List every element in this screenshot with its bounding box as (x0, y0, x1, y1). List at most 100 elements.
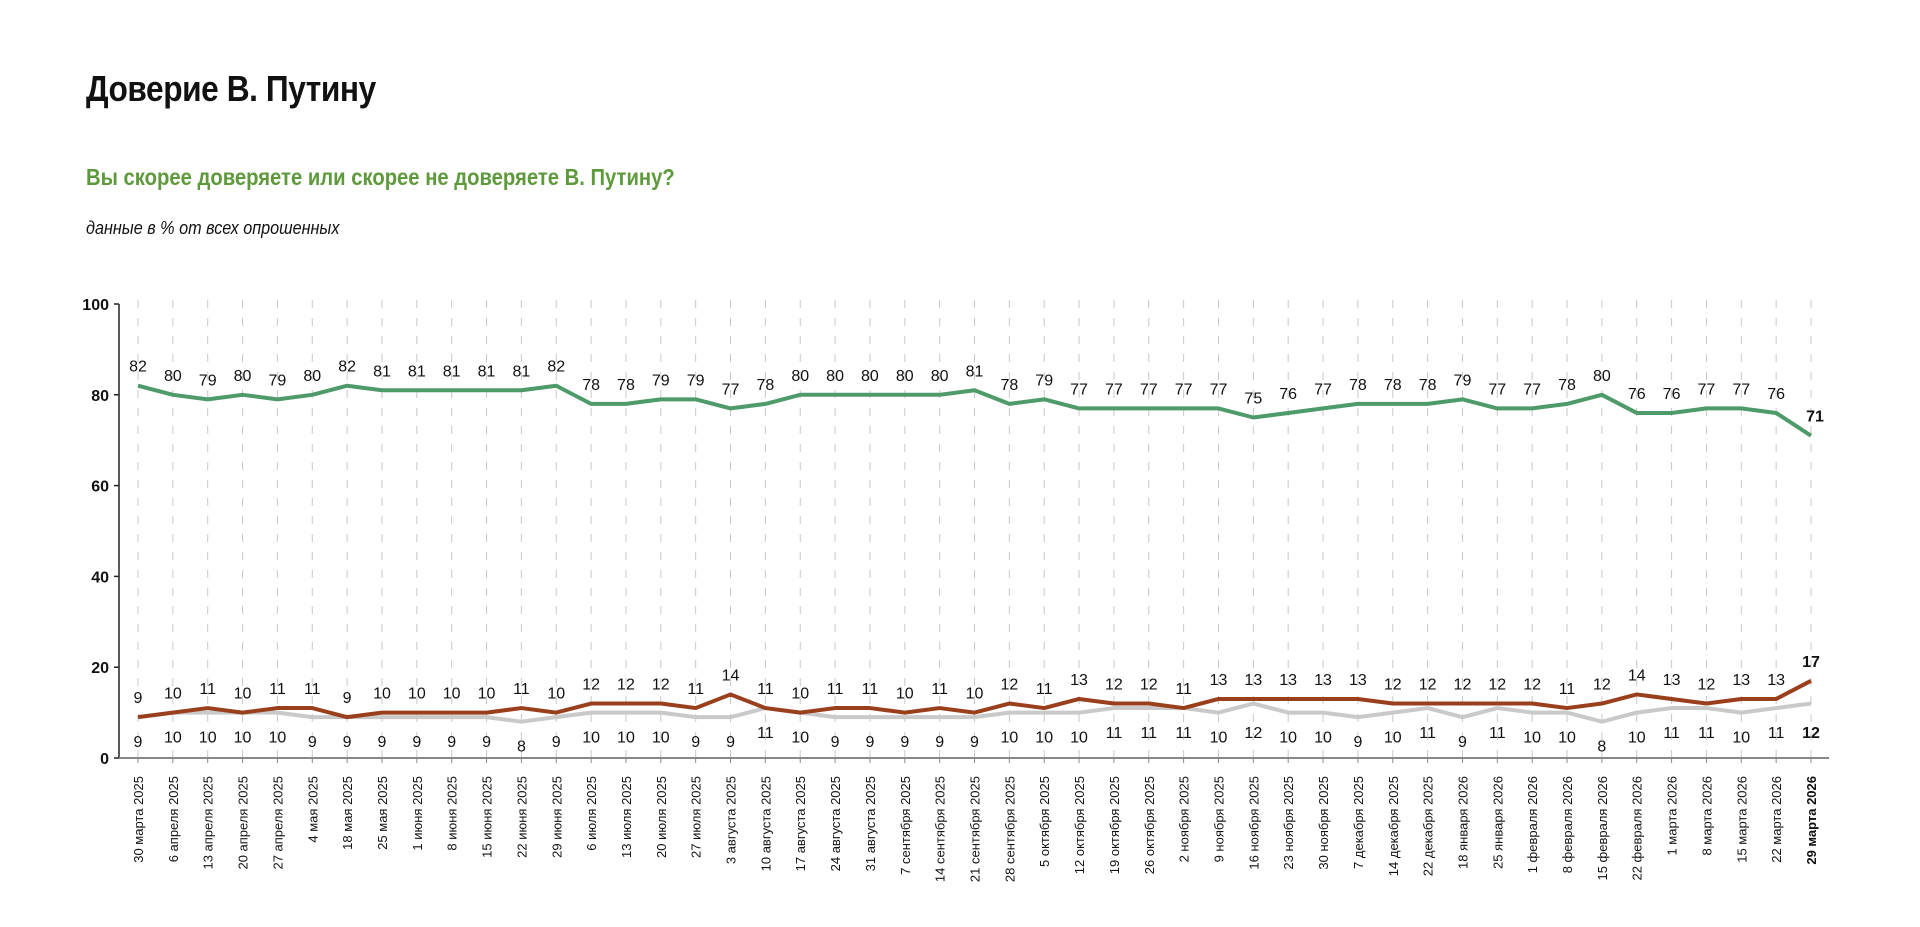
distrust-data-label: 10 (966, 686, 984, 703)
trust-data-label: 81 (478, 363, 496, 380)
dont_know-data-label: 8 (1597, 739, 1606, 756)
distrust-data-label: 10 (234, 686, 252, 703)
distrust-data-label: 10 (478, 686, 496, 703)
x-tick-label: 30 марта 2025 (131, 776, 146, 863)
y-tick-label: 0 (100, 751, 109, 768)
x-tick-label: 29 июня 2025 (549, 776, 564, 858)
trust-data-label: 78 (1558, 377, 1576, 394)
distrust-data-label: 12 (617, 677, 635, 694)
x-tick-label: 10 августа 2025 (758, 776, 773, 871)
x-tick-label: 7 декабря 2025 (1351, 776, 1366, 869)
trust-data-label: 78 (1419, 377, 1437, 394)
trust-data-label: 81 (443, 363, 461, 380)
dont_know-data-label: 10 (1000, 730, 1018, 747)
distrust-data-label: 12 (1000, 677, 1018, 694)
trust-data-label: 81 (408, 363, 426, 380)
distrust-data-label: 11 (304, 681, 321, 698)
x-tick-label: 30 ноября 2025 (1316, 776, 1331, 870)
x-tick-label: 13 июля 2025 (619, 776, 634, 858)
dont_know-data-label: 11 (1419, 725, 1436, 742)
distrust-data-label: 11 (757, 681, 774, 698)
distrust-data-label: 13 (1767, 672, 1785, 689)
dont_know-data-label: 11 (1106, 725, 1123, 742)
trust-data-label: 78 (1384, 377, 1402, 394)
trust-data-label: 76 (1767, 386, 1785, 403)
distrust-data-label: 11 (687, 681, 704, 698)
distrust-data-label: 9 (134, 690, 143, 707)
dont_know-data-label: 9 (134, 734, 143, 751)
x-tick-label: 18 мая 2025 (340, 776, 355, 850)
dont_know-data-label: 10 (1523, 730, 1541, 747)
distrust-data-label: 11 (1175, 681, 1192, 698)
distrust-data-label: 12 (1419, 677, 1437, 694)
distrust-data-label: 10 (896, 686, 914, 703)
question-subtitle: Вы скорее доверяете или скорее не доверя… (86, 164, 675, 190)
distrust-data-label: 12 (582, 677, 600, 694)
trust-data-label: 77 (1732, 381, 1750, 398)
dont_know-data-label: 10 (1279, 730, 1297, 747)
distrust-data-label: 13 (1349, 672, 1367, 689)
dont_know-data-label: 11 (757, 725, 774, 742)
dont_know-data-label: 9 (308, 734, 317, 751)
dont_know-data-label: 9 (1458, 734, 1467, 751)
trust-data-label: 77 (1698, 381, 1716, 398)
dont_know-data-label: 10 (1628, 730, 1646, 747)
x-tick-label: 4 мая 2025 (305, 776, 320, 843)
dont_know-data-label: 11 (1140, 725, 1157, 742)
trust-data-label: 76 (1628, 386, 1646, 403)
dont_know-data-label: 9 (900, 734, 909, 751)
data-note: данные в % от всех опрошенных (86, 218, 340, 238)
trust-data-label: 78 (617, 377, 635, 394)
trust-data-label: 81 (512, 363, 530, 380)
distrust-data-label: 10 (547, 686, 565, 703)
dont_know-data-label: 11 (1663, 725, 1680, 742)
trust-data-label: 80 (861, 368, 879, 385)
x-tick-label: 3 августа 2025 (724, 776, 739, 864)
trust-data-label: 80 (234, 368, 252, 385)
dont_know-data-label: 11 (1489, 725, 1506, 742)
y-tick-label: 20 (91, 660, 109, 677)
x-tick-label: 9 ноября 2025 (1211, 776, 1226, 862)
trust-data-label: 80 (1593, 368, 1611, 385)
distrust-data-label: 10 (164, 686, 182, 703)
page-title: Доверие В. Путину (86, 68, 376, 109)
distrust-data-label: 13 (1244, 672, 1262, 689)
dont_know-data-label: 10 (1314, 730, 1332, 747)
x-tick-label: 18 января 2026 (1455, 776, 1470, 869)
trust-data-label: 77 (1488, 381, 1506, 398)
distrust-data-label: 12 (1698, 677, 1716, 694)
dont_know-data-label: 9 (552, 734, 561, 751)
trust-data-label: 76 (1663, 386, 1681, 403)
trust-data-label: 79 (199, 372, 217, 389)
trust-data-label: 79 (269, 372, 287, 389)
distrust-data-label: 10 (373, 686, 391, 703)
distrust-data-label: 13 (1070, 672, 1088, 689)
x-tick-label: 15 февраля 2026 (1595, 776, 1610, 881)
distrust-data-label: 10 (791, 686, 809, 703)
x-tick-label: 27 апреля 2025 (270, 776, 285, 870)
distrust-data-label: 13 (1314, 672, 1332, 689)
dont_know-data-label: 9 (343, 734, 352, 751)
trust-data-label: 77 (1210, 381, 1228, 398)
dont_know-data-label: 9 (482, 734, 491, 751)
distrust-data-label: 13 (1279, 672, 1297, 689)
x-tick-label: 22 марта 2026 (1769, 776, 1784, 863)
distrust-data-label: 12 (1105, 677, 1123, 694)
distrust-data-label: 11 (269, 681, 286, 698)
dont_know-data-label: 9 (970, 734, 979, 751)
dont_know-data-label: 10 (234, 730, 252, 747)
distrust-data-label: 17 (1802, 654, 1820, 671)
dont_know-data-label: 9 (726, 734, 735, 751)
trust-data-label: 80 (931, 368, 949, 385)
dont_know-data-label: 11 (1768, 725, 1785, 742)
trust-data-label: 78 (756, 377, 774, 394)
dont_know-data-label: 9 (378, 734, 387, 751)
dont_know-data-label: 10 (164, 730, 182, 747)
distrust-series-line (137, 679, 1812, 720)
x-tick-label: 27 июля 2025 (689, 776, 704, 858)
distrust-data-label: 11 (513, 681, 530, 698)
distrust-data-label: 12 (1454, 677, 1472, 694)
x-tick-label: 5 октября 2025 (1037, 776, 1052, 867)
x-tick-label: 22 февраля 2026 (1630, 776, 1645, 881)
